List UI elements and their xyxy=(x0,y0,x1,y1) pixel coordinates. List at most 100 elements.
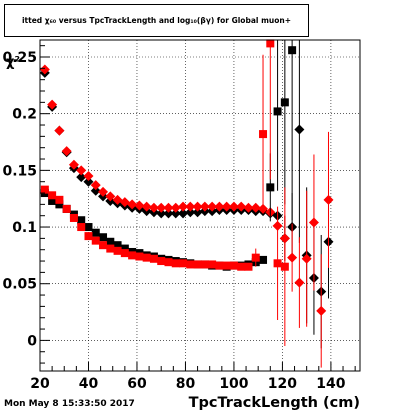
data-point-diamond xyxy=(163,202,174,213)
data-point-diamond xyxy=(76,165,87,176)
data-point-diamond xyxy=(308,217,319,228)
data-point-diamond xyxy=(287,252,298,263)
data-point-square xyxy=(120,249,129,258)
data-point-square xyxy=(164,258,173,267)
data-point-square xyxy=(280,262,289,271)
data-point-square xyxy=(99,241,108,250)
data-point-diamond xyxy=(39,64,50,75)
data-point-square xyxy=(142,253,151,262)
data-point-square xyxy=(128,251,137,260)
data-point-diamond xyxy=(134,200,145,211)
data-point-diamond xyxy=(61,146,72,157)
data-point-diamond xyxy=(185,201,196,212)
data-point-square xyxy=(40,185,49,194)
y-tick-label: 0 xyxy=(27,333,37,349)
data-point-diamond xyxy=(316,305,327,316)
data-point-square xyxy=(106,237,115,246)
x-tick-label: 140 xyxy=(316,376,345,392)
x-tick-label: 100 xyxy=(219,376,248,392)
data-point-square xyxy=(91,236,100,245)
data-point-diamond xyxy=(178,201,189,212)
data-point-square xyxy=(280,98,289,107)
data-point-diamond xyxy=(185,207,196,218)
data-point-diamond xyxy=(199,201,210,212)
data-point-square xyxy=(273,107,282,116)
data-point-diamond xyxy=(83,171,94,182)
data-point-square xyxy=(259,255,268,264)
data-point-diamond xyxy=(54,125,65,136)
data-point-square xyxy=(288,46,297,55)
chart-title: itted χ₆₀ versus TpcTrackLength and log₁… xyxy=(21,16,292,25)
x-tick-label: 40 xyxy=(79,376,99,392)
data-point-diamond xyxy=(294,277,305,288)
data-point-square xyxy=(186,260,195,269)
data-point-diamond xyxy=(214,201,225,212)
axis-tick-labels: 20 40 60 80 100 120 140 0 0.05 0.1 0.15 0.2 0.25 xyxy=(2,50,345,392)
data-point-square xyxy=(135,252,144,261)
y-tick-label: 0.05 xyxy=(2,277,37,293)
data-point-diamond xyxy=(323,194,334,205)
axis-ticks xyxy=(39,45,356,371)
x-tick-label: 80 xyxy=(176,376,196,392)
data-point-diamond xyxy=(178,208,189,219)
plot-frame xyxy=(39,39,361,372)
y-tick-label: 0.2 xyxy=(12,107,37,123)
data-point-diamond xyxy=(127,199,138,210)
y-tick-label: 0.25 xyxy=(2,50,37,66)
data-point-diamond xyxy=(243,202,254,213)
data-point-square xyxy=(77,216,86,225)
data-point-square xyxy=(244,262,253,271)
data-point-diamond xyxy=(236,201,247,212)
data-point-diamond xyxy=(119,197,130,208)
data-point-square xyxy=(149,254,158,263)
data-point-diamond xyxy=(90,185,101,196)
data-point-square xyxy=(84,223,93,232)
data-point-square xyxy=(237,262,246,271)
data-point-diamond xyxy=(221,201,232,212)
data-point-diamond xyxy=(76,172,87,183)
data-point-square xyxy=(62,204,71,213)
data-point-diamond xyxy=(105,191,116,202)
data-points xyxy=(39,39,334,368)
data-point-diamond xyxy=(156,208,167,219)
chart-title-box: itted χ₆₀ versus TpcTrackLength and log₁… xyxy=(4,4,309,37)
x-tick-label: 20 xyxy=(30,376,50,392)
x-axis-label: TpcTrackLength (cm) xyxy=(188,395,360,411)
footer-timestamp: Mon May 8 15:33:50 2017 xyxy=(4,399,135,409)
data-point-square xyxy=(69,213,78,222)
data-point-square xyxy=(179,259,188,268)
x-tick-label: 120 xyxy=(268,376,297,392)
data-point-square xyxy=(77,223,86,232)
data-point-diamond xyxy=(250,202,261,213)
data-point-square xyxy=(113,246,122,255)
data-point-square xyxy=(113,241,122,250)
data-point-diamond xyxy=(301,253,312,264)
data-point-square xyxy=(55,195,64,204)
data-point-square xyxy=(120,244,129,253)
data-point-square xyxy=(266,39,275,48)
y-axis-symbol: χ² xyxy=(6,55,20,70)
data-point-diamond xyxy=(90,180,101,191)
data-point-square xyxy=(229,261,238,270)
data-point-square xyxy=(84,232,93,241)
data-point-diamond xyxy=(294,124,305,135)
data-point-square xyxy=(273,259,282,268)
data-point-square xyxy=(266,183,275,192)
data-point-diamond xyxy=(163,208,174,219)
data-point-diamond xyxy=(192,201,203,212)
data-point-diamond xyxy=(170,208,181,219)
y-tick-label: 0.15 xyxy=(2,163,37,179)
data-point-square xyxy=(200,260,209,269)
data-point-diamond xyxy=(156,202,167,213)
data-point-diamond xyxy=(192,207,203,218)
data-point-diamond xyxy=(112,194,123,205)
data-point-square xyxy=(91,228,100,237)
data-point-square xyxy=(106,244,115,253)
data-point-square xyxy=(208,260,217,269)
data-point-diamond xyxy=(68,159,79,170)
data-point-square xyxy=(48,196,57,205)
data-point-square xyxy=(55,200,64,209)
data-point-square xyxy=(193,260,202,269)
data-point-diamond xyxy=(207,201,218,212)
